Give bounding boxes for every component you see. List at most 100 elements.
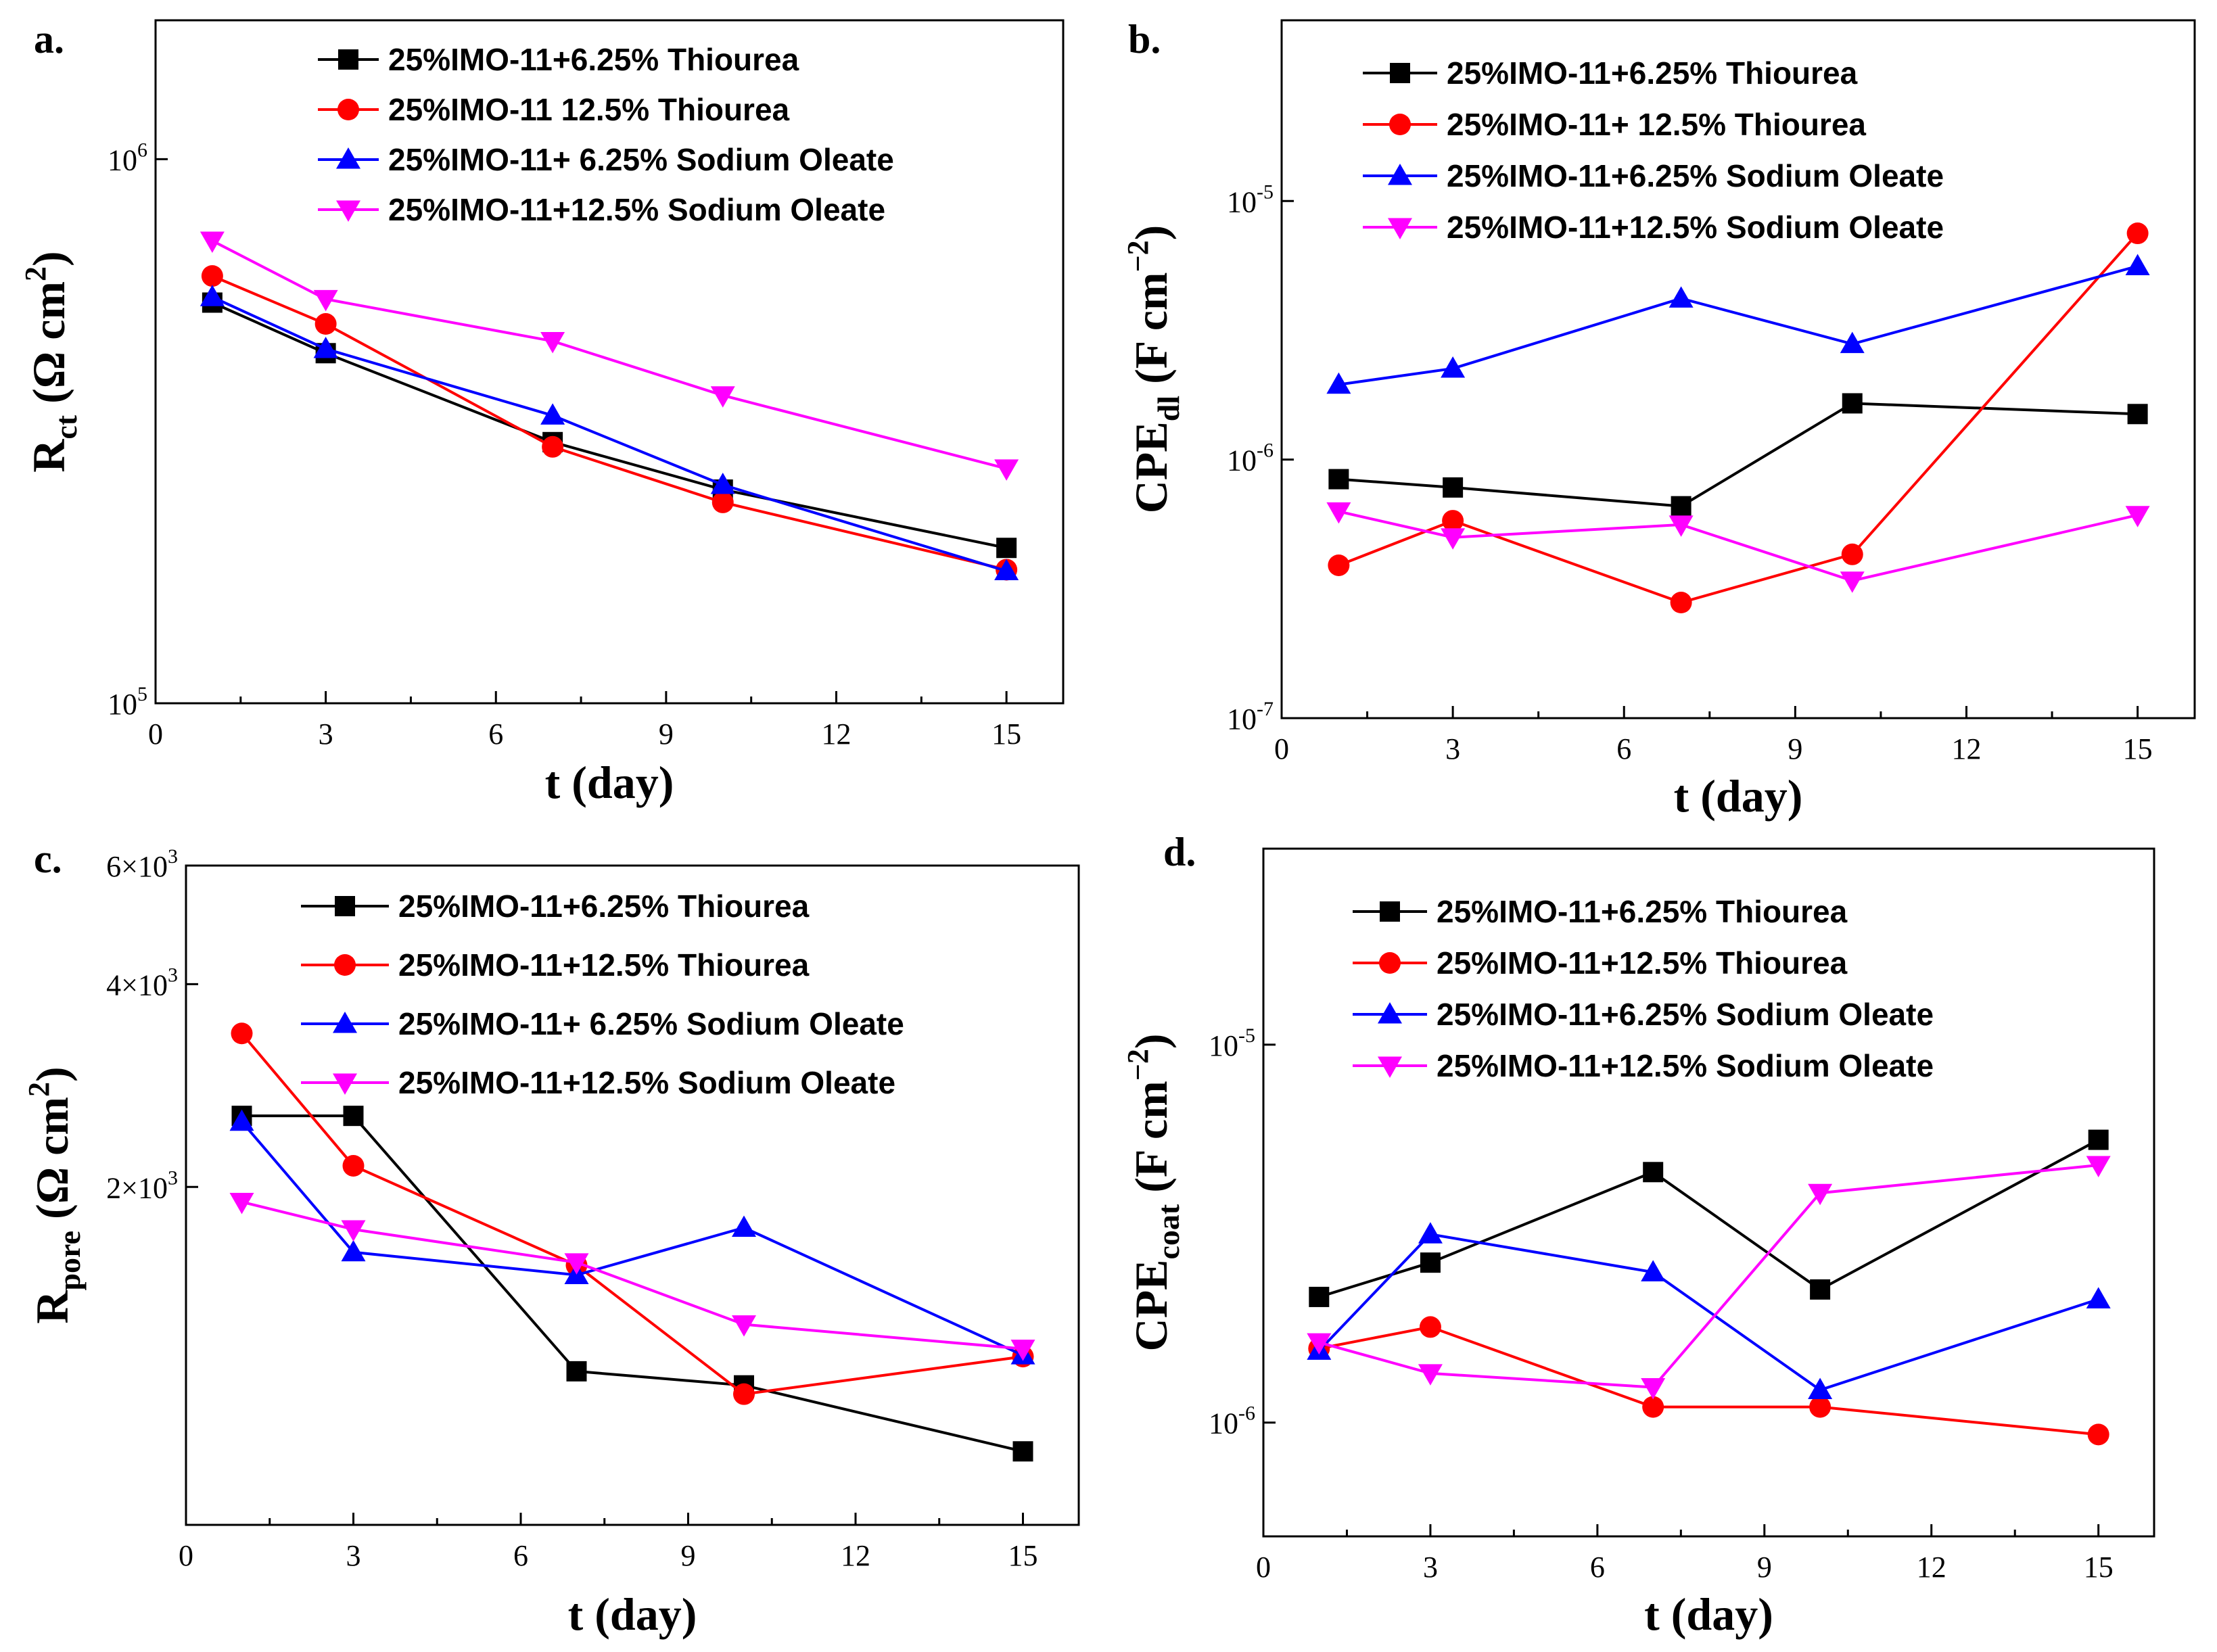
legend-marker xyxy=(1378,1002,1402,1024)
legend-marker xyxy=(1379,952,1401,974)
legend-label: 25%IMO-11+12.5% Sodium Oleate xyxy=(1437,1048,1934,1083)
legend-label: 25%IMO-11+12.5% Sodium Oleate xyxy=(1447,210,1944,245)
data-point xyxy=(566,1361,587,1382)
data-point xyxy=(1442,510,1464,532)
x-axis-title: t (day) xyxy=(1674,770,1803,822)
x-tick-label: 9 xyxy=(659,717,674,751)
legend-label: 25%IMO-11+6.25% Thiourea xyxy=(388,42,799,77)
x-tick-label: 9 xyxy=(1788,732,1802,765)
series-line xyxy=(1318,1325,2099,1436)
y-axis-title: CPEdl (F cm−2) xyxy=(1121,225,1186,514)
series-2 xyxy=(1328,222,2149,614)
chart-panel-a: a. 0 3 6 9 12 15 105 106 t (day) Rct (Ω cm2) 25%IMO… xyxy=(19,17,1065,808)
series-1 xyxy=(1309,1129,2109,1307)
data-point xyxy=(229,1109,254,1131)
legend-entry: 25%IMO-11+ 6.25% Sodium Oleate xyxy=(318,142,894,177)
data-point xyxy=(1643,1162,1664,1183)
x-tick-label: 0 xyxy=(179,1539,193,1572)
plot-frame xyxy=(1280,19,2196,719)
x-axis-title: t (day) xyxy=(545,757,674,808)
x-tick-label: 15 xyxy=(991,717,1021,751)
legend-entry: 25%IMO-11+12.5% Sodium Oleate xyxy=(301,1065,895,1100)
x-tick-label: 3 xyxy=(346,1539,361,1572)
data-point xyxy=(733,1383,755,1405)
data-point xyxy=(2127,404,2148,425)
x-tick-label: 0 xyxy=(148,717,163,751)
data-point xyxy=(341,1220,366,1242)
legend-marker xyxy=(1389,114,1411,135)
data-point xyxy=(229,1192,254,1214)
data-point xyxy=(996,538,1017,559)
data-point xyxy=(710,386,735,408)
panel-label: a. xyxy=(34,17,64,62)
y-tick-label: 4×103 xyxy=(106,964,178,1001)
y-axis-title: Rct (Ω cm2) xyxy=(19,251,83,472)
series-line xyxy=(212,296,1007,573)
data-point xyxy=(540,403,565,425)
series-3 xyxy=(1326,254,2150,394)
plot-frame xyxy=(1262,847,2155,1538)
x-tick-label: 15 xyxy=(2123,732,2153,765)
data-point xyxy=(1418,1364,1443,1386)
x-axis-title: t (day) xyxy=(568,1588,697,1640)
data-point xyxy=(540,331,565,354)
data-point xyxy=(201,265,223,287)
data-point xyxy=(1670,592,1692,614)
data-point xyxy=(1808,1183,1833,1206)
series-3 xyxy=(1307,1222,2111,1399)
y-axis-title: CPEcoat (F cm−2) xyxy=(1121,1034,1186,1352)
x-axis-title: t (day) xyxy=(1644,1588,1773,1640)
legend-marker xyxy=(1378,1056,1402,1078)
series-line xyxy=(1318,1163,2099,1389)
legend-entry: 25%IMO-11 12.5% Thiourea xyxy=(318,92,790,127)
y-tick-label: 10-5 xyxy=(1209,1024,1255,1062)
y-axis-title: Rpore (Ω cm2) xyxy=(22,1066,87,1323)
data-point xyxy=(341,1240,366,1262)
series-4 xyxy=(229,1192,1035,1361)
legend-marker xyxy=(336,147,360,169)
x-tick-label: 9 xyxy=(681,1539,696,1572)
legend-entry: 25%IMO-11+6.25% Sodium Oleate xyxy=(1353,997,1934,1032)
data-point xyxy=(1641,1260,1666,1281)
data-point xyxy=(1842,393,1863,414)
legend-marker xyxy=(1390,63,1410,83)
y-tick-label: 106 xyxy=(108,139,147,176)
data-point xyxy=(231,1022,253,1045)
series-3 xyxy=(229,1109,1035,1365)
x-tick-label: 3 xyxy=(1423,1551,1438,1584)
legend-marker xyxy=(334,954,356,976)
x-tick-label: 15 xyxy=(1008,1539,1038,1572)
legend-marker xyxy=(333,1073,357,1095)
legend-marker xyxy=(335,896,355,916)
y-tick-label: 10-6 xyxy=(1227,440,1274,477)
data-point xyxy=(994,559,1019,580)
data-point xyxy=(994,459,1019,481)
data-point xyxy=(1671,496,1691,517)
legend-label: 25%IMO-11+12.5% Sodium Oleate xyxy=(398,1065,895,1100)
data-point xyxy=(1668,286,1694,308)
panel-label: c. xyxy=(34,836,62,881)
legend-label: 25%IMO-11+6.25% Thiourea xyxy=(398,889,810,924)
data-point xyxy=(1808,1377,1833,1399)
legend-entry: 25%IMO-11+6.25% Sodium Oleate xyxy=(1363,158,1944,193)
data-point xyxy=(1810,1279,1831,1300)
data-point xyxy=(1307,1333,1332,1355)
legend-entry: 25%IMO-11+12.5% Thiourea xyxy=(1353,945,1848,981)
plot-frame xyxy=(154,19,1065,705)
data-point xyxy=(313,289,338,312)
panel-label: b. xyxy=(1128,17,1161,62)
data-point xyxy=(1309,1286,1330,1307)
x-tick-label: 12 xyxy=(1952,732,1982,765)
data-point xyxy=(564,1253,589,1275)
data-point xyxy=(1809,1396,1831,1418)
data-point xyxy=(1641,1378,1666,1400)
x-tick-label: 6 xyxy=(513,1539,528,1572)
legend-label: 25%IMO-11+ 12.5% Thiourea xyxy=(1447,107,1866,142)
legend-marker xyxy=(333,1012,357,1033)
legend-label: 25%IMO-11+12.5% Thiourea xyxy=(398,947,810,983)
data-point xyxy=(732,1215,756,1237)
data-point xyxy=(2126,222,2149,245)
data-point xyxy=(2125,254,2150,276)
legend-marker xyxy=(1388,164,1412,185)
